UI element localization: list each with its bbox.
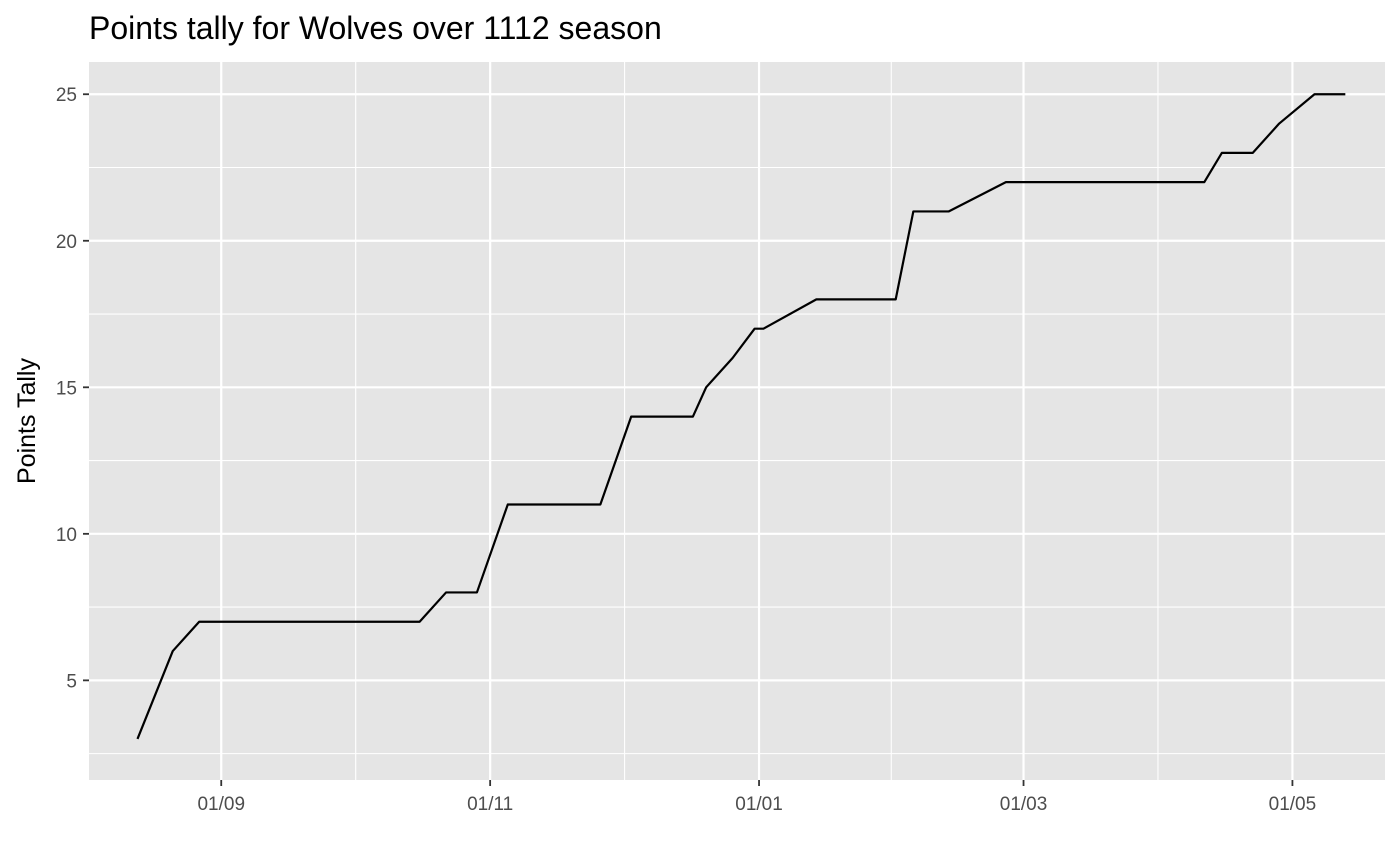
- major-gridlines: [89, 62, 1385, 780]
- series-line: [136, 93, 1346, 740]
- minor-gridlines: [89, 62, 1385, 780]
- x-tick-label: 01/09: [197, 794, 245, 815]
- y-tick-label: 15: [56, 378, 77, 399]
- y-axis: 5 10 15 20 25: [56, 85, 89, 692]
- x-tick-label: 01/05: [1269, 794, 1317, 815]
- plot-panel: [89, 62, 1385, 780]
- y-tick-label: 5: [66, 671, 77, 692]
- x-tick-label: 01/11: [467, 794, 513, 815]
- y-tick-label: 10: [56, 525, 77, 546]
- y-tick-label: 20: [56, 232, 77, 253]
- x-tick-label: 01/01: [735, 794, 783, 815]
- y-tick-label: 25: [56, 85, 77, 106]
- x-axis: 01/09 01/11 01/01 01/03 01/05: [197, 780, 1316, 815]
- x-tick-label: 01/03: [1000, 794, 1048, 815]
- y-axis-label: Points Tally: [13, 358, 41, 484]
- chart-title: Points tally for Wolves over 1112 season: [89, 10, 662, 46]
